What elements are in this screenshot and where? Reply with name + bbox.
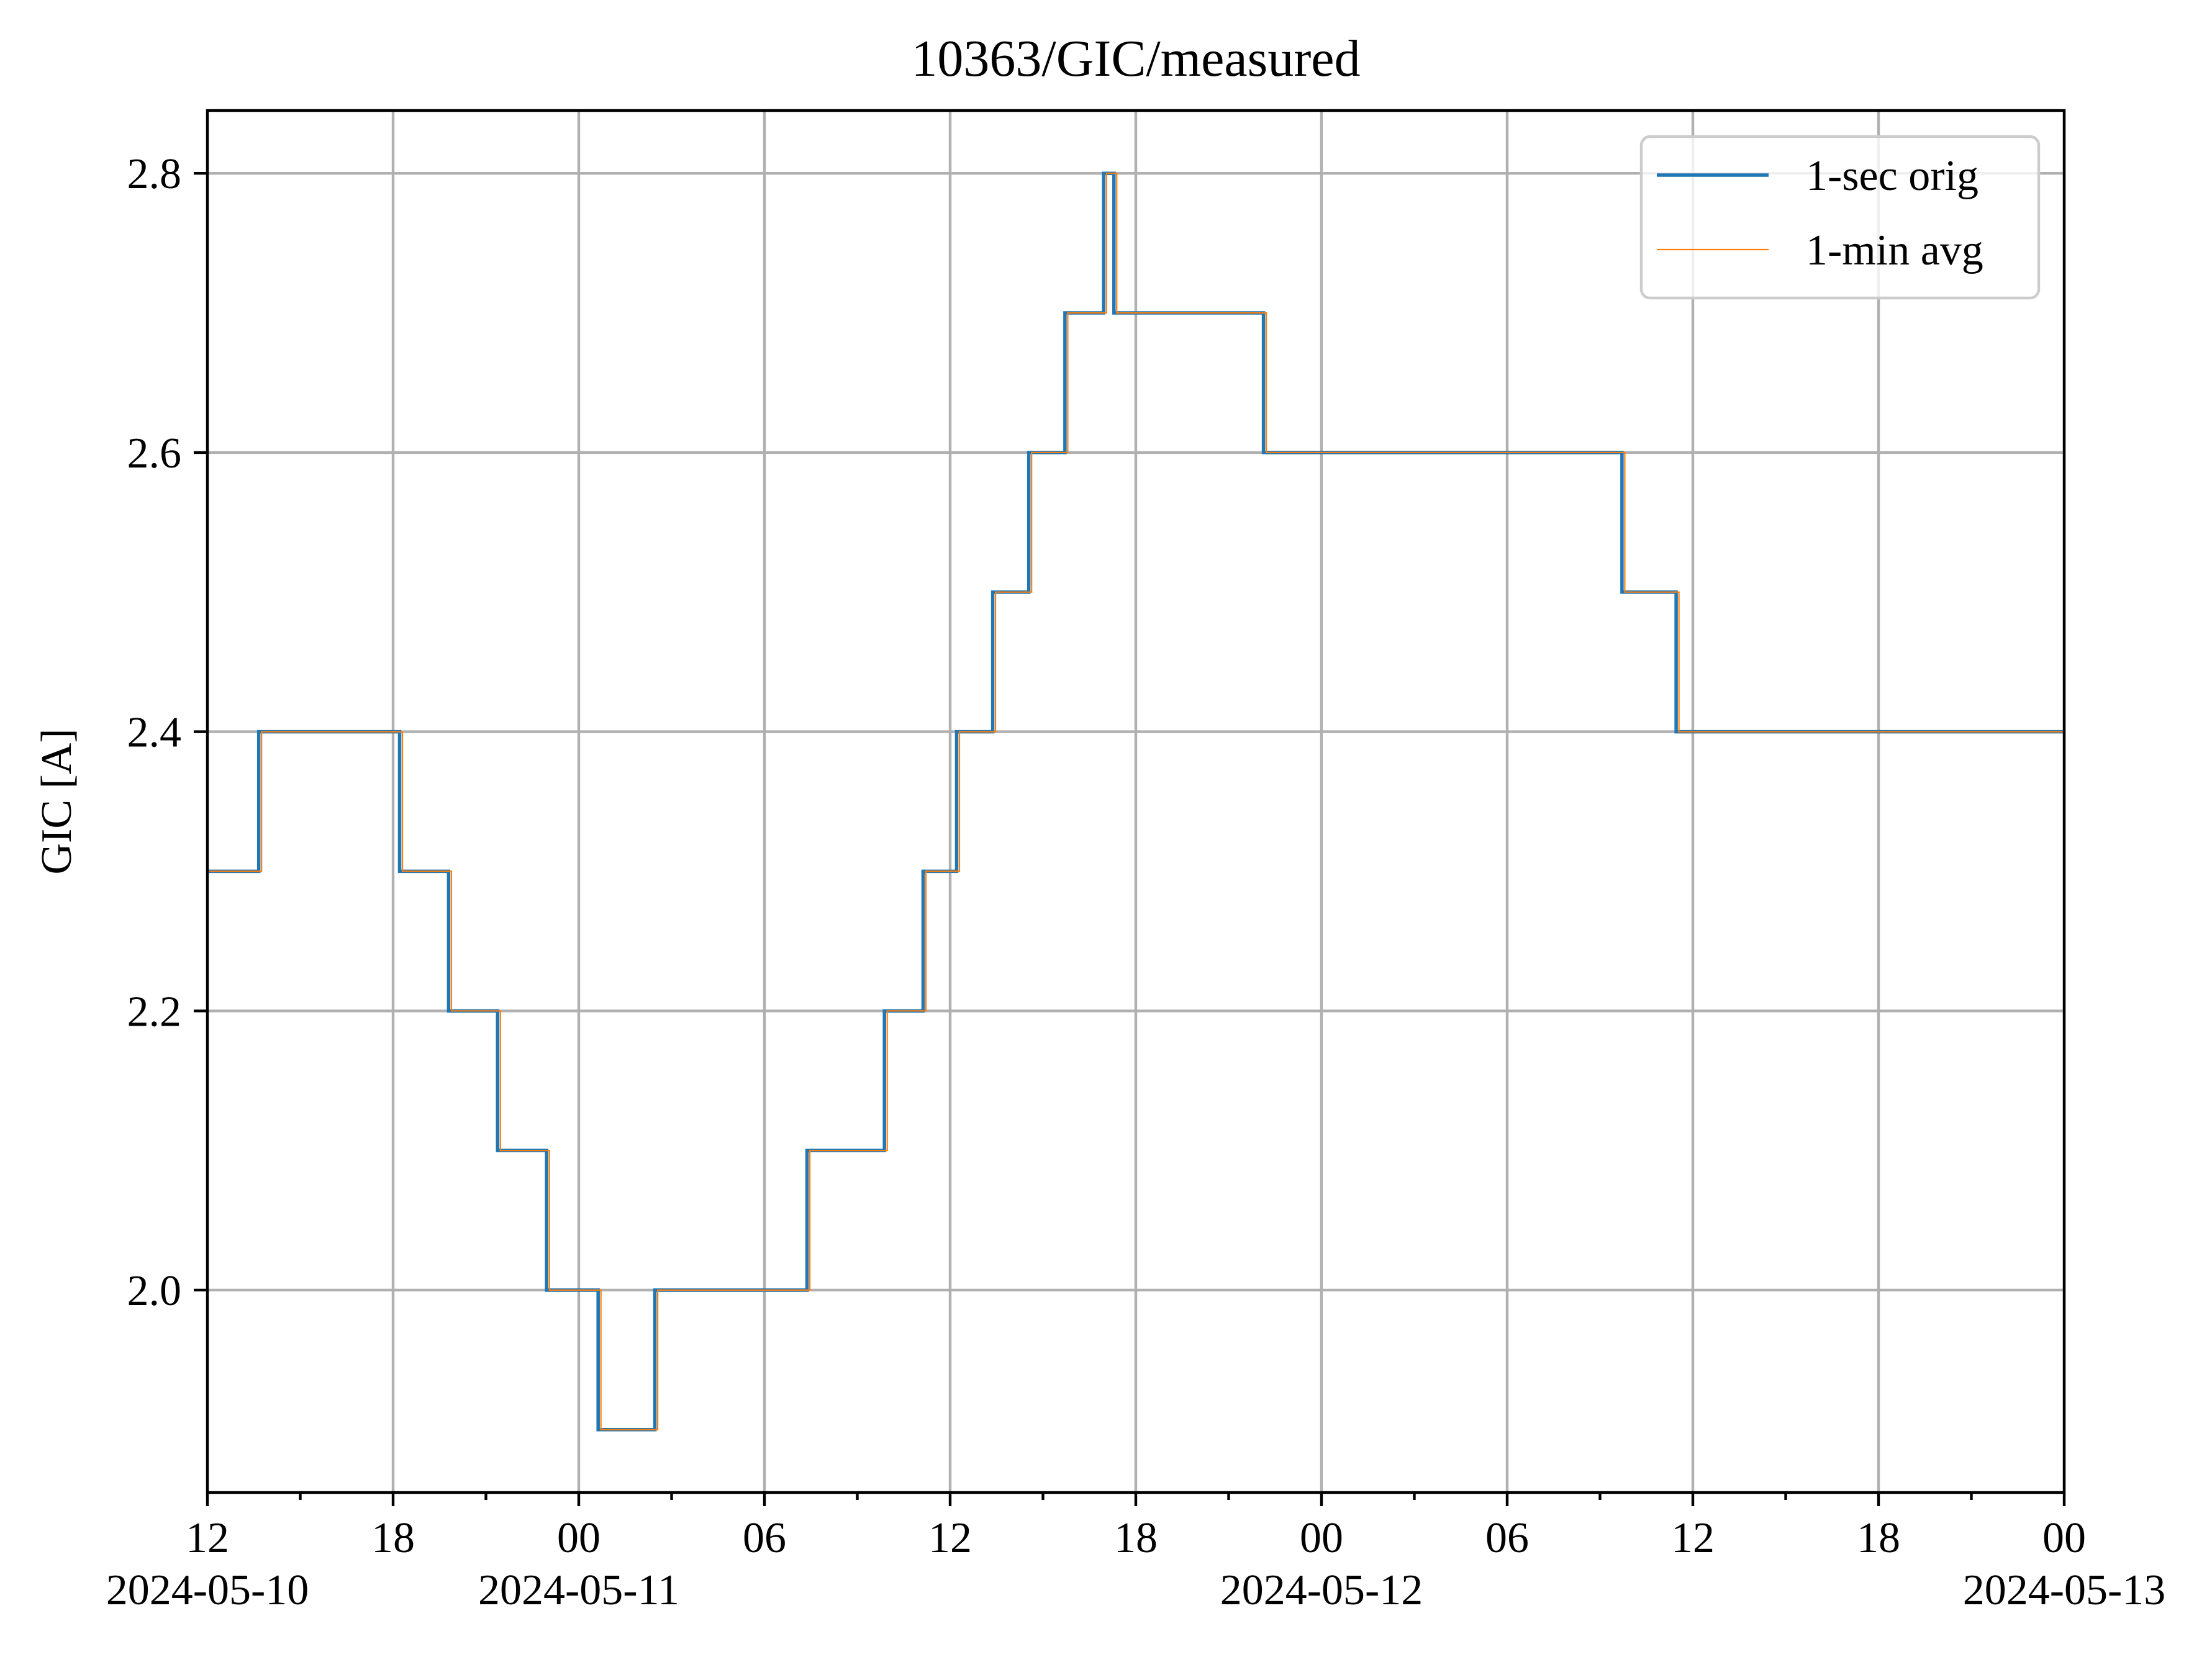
legend: 1-sec orig 1-min avg	[1639, 135, 2041, 300]
y-tick-label: 2.4	[127, 709, 182, 757]
x-tick-date-label: 2024-05-13	[1963, 1566, 2166, 1614]
y-tick-label: 2.6	[127, 430, 182, 477]
x-tick-label: 12	[186, 1514, 229, 1562]
series-line-1-min-avg	[209, 173, 2066, 1430]
series-group	[206, 171, 2066, 1432]
y-tick-label: 2.8	[127, 150, 182, 198]
x-tick-label: 18	[1114, 1514, 1158, 1562]
x-tick-label: 00	[2042, 1514, 2086, 1562]
x-tick-label: 12	[1671, 1514, 1715, 1562]
y-tick-label: 2.2	[127, 988, 182, 1036]
x-tick-label: 18	[371, 1514, 415, 1562]
y-axis-label: GIC [A]	[33, 728, 81, 874]
x-tick-date-label: 2024-05-11	[478, 1566, 679, 1614]
legend-label-1-sec-orig: 1-sec orig	[1806, 152, 1979, 200]
x-tick-label: 00	[1300, 1514, 1343, 1562]
x-tick-label: 00	[557, 1514, 601, 1562]
legend-label-1-min-avg: 1-min avg	[1806, 227, 1983, 274]
chart-title: 10363/GIC/measured	[911, 30, 1360, 88]
x-tick-date-label: 2024-05-10	[106, 1566, 309, 1614]
x-tick-label: 12	[928, 1514, 972, 1562]
x-tick-date-label: 2024-05-12	[1220, 1566, 1423, 1614]
y-tick-label: 2.0	[127, 1267, 182, 1315]
x-tick-label: 06	[1485, 1514, 1529, 1562]
x-tick-label: 18	[1857, 1514, 1900, 1562]
x-tick-label: 06	[743, 1514, 786, 1562]
legend-box	[1639, 135, 2041, 300]
